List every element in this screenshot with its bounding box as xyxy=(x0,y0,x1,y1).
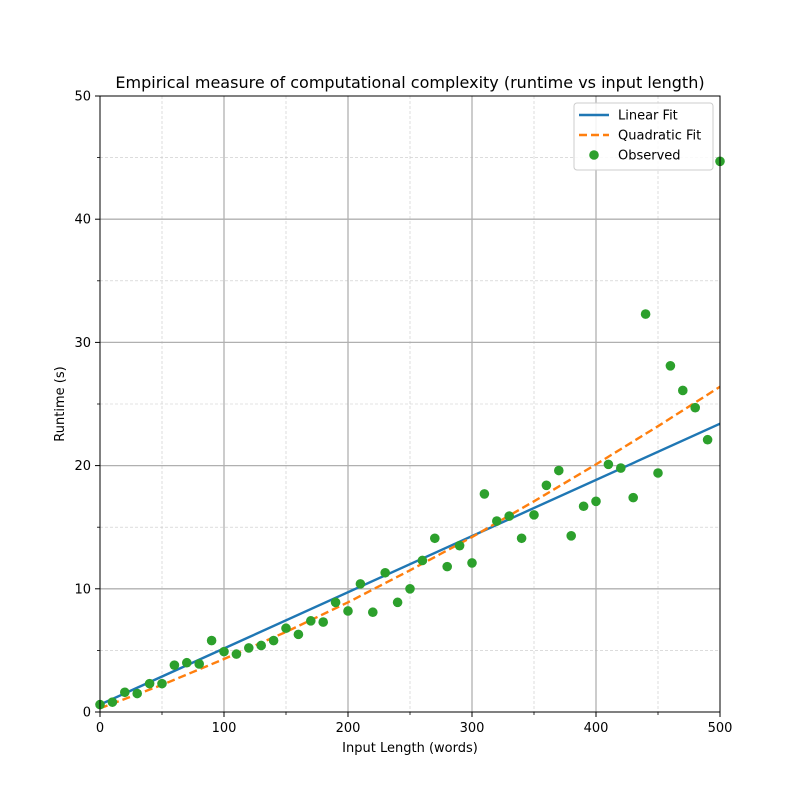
observed-point xyxy=(231,649,242,659)
observed-point xyxy=(504,511,514,521)
observed-point xyxy=(293,629,304,640)
quadratic-fit-line xyxy=(100,385,720,710)
observed-point xyxy=(120,687,130,698)
observed-point xyxy=(479,489,490,499)
x-tick-label: 300 xyxy=(460,721,485,736)
observed-point xyxy=(516,533,527,544)
y-tick-label: 40 xyxy=(74,213,91,228)
observed-point xyxy=(107,697,118,707)
observed-point xyxy=(219,646,229,657)
x-axis-label: Input Length (words) xyxy=(342,741,478,756)
observed-point xyxy=(343,606,353,616)
observed-point xyxy=(144,678,155,689)
x-tick-label: 400 xyxy=(584,721,609,736)
legend: Linear Fit Quadratic Fit Observed xyxy=(573,102,714,171)
observed-point xyxy=(169,660,180,670)
observed-point xyxy=(454,540,465,551)
legend-swatch-observed xyxy=(589,150,599,160)
y-tick-label: 20 xyxy=(74,459,91,474)
y-axis-label: Runtime (s) xyxy=(53,366,68,441)
observed-point xyxy=(132,688,142,699)
observed-point xyxy=(380,567,391,578)
observed-point xyxy=(678,385,688,396)
legend-label-linear-fit: Linear Fit xyxy=(618,109,678,124)
observed-point xyxy=(529,510,539,520)
observed-point xyxy=(256,640,267,651)
observed-point xyxy=(318,617,329,627)
observed-point xyxy=(591,496,601,507)
chart-title: Empirical measure of computational compl… xyxy=(115,73,704,92)
observed-point xyxy=(355,579,366,589)
observed-point xyxy=(244,643,254,653)
observed-point xyxy=(306,616,316,626)
observed-point xyxy=(281,623,291,634)
x-tick-label: 100 xyxy=(212,721,237,736)
observed-point xyxy=(182,657,192,668)
major-gridlines xyxy=(100,96,720,712)
observed-point xyxy=(157,678,167,689)
ticks-layer: 0 100 200 300 400 500 0 10 20 30 40 50 xyxy=(74,90,732,737)
x-tick-label: 500 xyxy=(708,721,733,736)
legend-label-observed: Observed xyxy=(618,149,681,164)
observed-point xyxy=(665,361,676,371)
legend-label-quadratic-fit: Quadratic Fit xyxy=(618,129,701,144)
observed-point xyxy=(392,597,403,608)
y-tick-label: 50 xyxy=(74,90,91,105)
y-tick-label: 0 xyxy=(83,706,91,721)
observed-point xyxy=(368,607,378,618)
observed-point xyxy=(541,480,552,491)
observed-point xyxy=(554,465,564,476)
x-tick-label: 0 xyxy=(96,721,104,736)
legend-box xyxy=(573,102,714,171)
observed-point xyxy=(492,516,502,526)
linear-fit-line xyxy=(100,422,720,706)
observed-point xyxy=(640,309,651,319)
observed-point xyxy=(194,659,204,669)
observed-point xyxy=(616,463,626,473)
observed-point xyxy=(430,533,440,544)
observed-point xyxy=(467,558,477,568)
observed-point xyxy=(206,635,217,646)
observed-point xyxy=(405,584,415,594)
observed-point xyxy=(566,531,576,541)
observed-point xyxy=(578,501,589,512)
y-tick-label: 10 xyxy=(74,582,91,597)
observed-point xyxy=(690,402,700,413)
observed-point xyxy=(653,468,663,478)
observed-point xyxy=(417,555,428,566)
x-tick-label: 200 xyxy=(336,721,361,736)
observed-point xyxy=(330,597,341,608)
observed-point xyxy=(702,434,713,445)
observed-point xyxy=(603,459,614,470)
y-tick-label: 30 xyxy=(74,336,91,351)
observed-point xyxy=(442,561,453,572)
observed-point xyxy=(268,635,279,646)
observed-point xyxy=(628,492,638,503)
